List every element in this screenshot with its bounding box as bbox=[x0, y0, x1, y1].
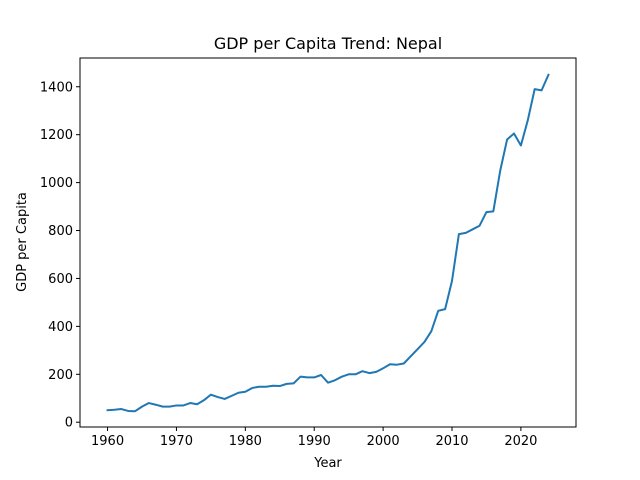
x-tick-label: 2000 bbox=[367, 434, 400, 449]
y-tick-label: 600 bbox=[48, 272, 73, 287]
chart-title: GDP per Capita Trend: Nepal bbox=[214, 34, 442, 53]
x-tick-label: 2020 bbox=[504, 434, 537, 449]
x-tick-label: 1970 bbox=[160, 434, 193, 449]
x-tick-label: 1990 bbox=[298, 434, 331, 449]
x-tick-label: 1960 bbox=[91, 434, 124, 449]
y-tick-label: 1000 bbox=[40, 176, 73, 191]
plot-area: 1960 1970 1980 1990 2000 2010 2020 0 200 400 600 80… bbox=[40, 73, 550, 449]
x-tick-label: 2010 bbox=[435, 434, 468, 449]
y-tick-label: 200 bbox=[48, 368, 73, 383]
x-tick-label: 1980 bbox=[229, 434, 262, 449]
y-tick-label: 0 bbox=[65, 416, 73, 431]
gdp-per-capita-line bbox=[106, 73, 550, 413]
x-axis-label: Year bbox=[313, 456, 342, 471]
y-tick-label: 400 bbox=[48, 320, 73, 335]
plot-frame bbox=[79, 57, 577, 428]
y-tick-label: 800 bbox=[48, 224, 73, 239]
y-axis-label: GDP per Capita bbox=[15, 192, 30, 292]
y-tick-label: 1200 bbox=[40, 128, 73, 143]
y-tick-label: 1400 bbox=[40, 80, 73, 95]
